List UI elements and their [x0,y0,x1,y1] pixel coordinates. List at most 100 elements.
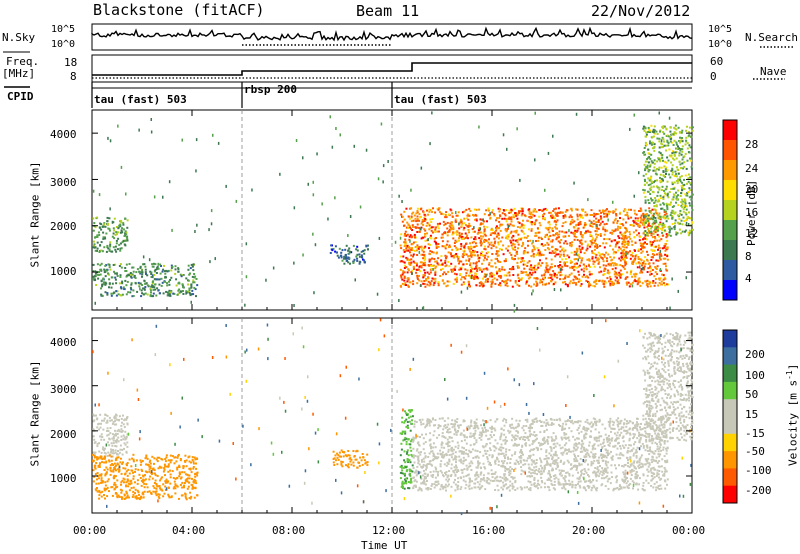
power-cell [116,226,118,228]
velocity-cell [132,490,135,493]
power-cell [510,268,513,271]
power-cell [470,255,473,258]
power-cell [496,217,499,220]
velocity-cell [174,487,177,490]
power-cell [108,266,111,269]
power-cell [658,246,660,249]
power-cell [641,271,644,274]
power-cell [471,228,474,231]
power-cell [642,125,645,128]
power-cell [422,257,425,260]
power-cell [162,292,165,295]
power-noise-cell [302,253,304,257]
power-cell [601,253,604,256]
velocity-cell [117,440,120,443]
power-cell [457,211,460,214]
power-cell [675,233,678,236]
velocity-cell [115,413,117,416]
power-cell [623,257,626,260]
power-cell [638,224,641,227]
power-cell [166,282,168,285]
power-cell [485,279,487,281]
power-cell [573,220,576,223]
freq-panel-frame [91,54,693,83]
velocity-cell [111,494,114,497]
power-cell [192,293,195,296]
power-cell [674,211,677,214]
power-noise-cell [431,111,433,115]
velocity-cell [173,456,176,459]
velocity-cell [109,419,112,422]
power-cell [510,211,512,214]
power-cell [663,229,666,232]
power-cell [540,253,543,256]
power-cell [168,289,171,292]
velocity-cell [568,473,571,475]
velocity-cell [417,455,420,458]
velocity-cell [156,460,159,463]
power-cell [574,229,577,232]
power-cell [557,236,560,239]
velocity-cell [188,467,191,470]
velocity-cell [111,433,114,436]
power-noise-cell [272,266,275,270]
power-cell [564,221,567,224]
velocity-cell [102,480,105,483]
power-cell [655,226,658,229]
power-cell [647,267,650,270]
velocity-cell [404,466,407,469]
power-cell [616,222,619,225]
power-cell [578,278,581,281]
power-cell [490,285,493,288]
power-cell [167,292,170,295]
power-cell [520,257,523,259]
velocity-cell [404,472,406,475]
power-cell [677,189,680,192]
velocity-cell [399,454,402,457]
power-cell [595,230,598,233]
velocity-cell [120,472,123,475]
power-cell [603,233,606,236]
power-cell [680,219,683,222]
power-noise-cell [377,177,380,181]
velocity-cell [529,435,531,438]
power-cell [625,262,628,265]
power-cell [130,283,133,286]
power-cell [467,284,470,287]
velocity-cell [403,450,406,453]
velocity-cell [408,468,411,471]
date-label: 22/Nov/2012 [591,2,691,20]
power-cell [575,258,578,260]
power-cell [119,242,122,245]
power-noise-cell [409,239,411,243]
power-cell [495,225,498,228]
power-cell [174,265,177,268]
power-cell [482,254,485,257]
power-cell [612,210,615,213]
power-cell [406,280,409,283]
power-cell [124,232,127,235]
power-cell [542,215,545,218]
power-cell [593,252,596,255]
power-cell [104,225,107,228]
power-cell [644,127,647,130]
power-cell [627,251,630,254]
power-cell [458,262,460,265]
velocity-cell [120,435,123,438]
power-cell [445,243,448,246]
velocity-cell [361,463,364,466]
power-cell [577,222,580,225]
power-cell [161,270,164,273]
power-cell [537,266,540,269]
power-cell [613,219,616,222]
power-cell [419,216,422,219]
power-cell [665,269,668,272]
power-cell [498,210,501,213]
velocity-cell [137,497,140,500]
power-cell [514,212,517,214]
power-cell [153,262,156,265]
power-cell [637,219,639,222]
power-cell [458,237,461,240]
power-cell [689,157,691,160]
power-cell [559,255,561,258]
